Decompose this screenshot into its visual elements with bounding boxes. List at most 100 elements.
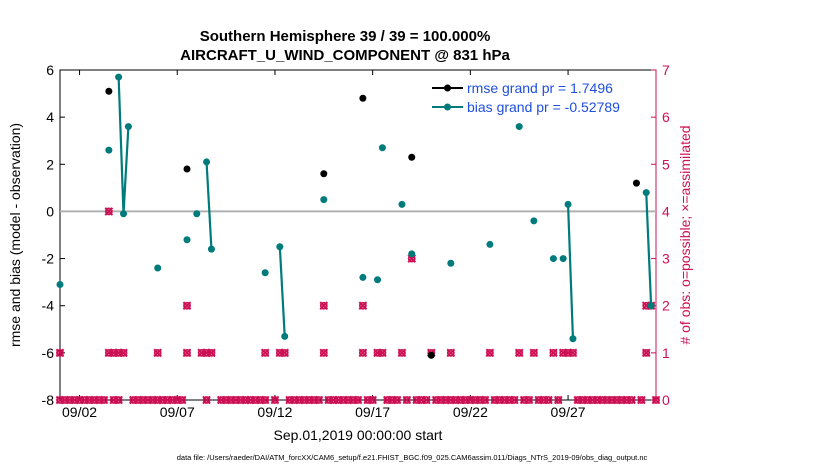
obs-possible-marker	[583, 396, 592, 404]
rmse-point	[320, 170, 328, 178]
obs-possible-marker	[490, 396, 499, 404]
obs-assimilated-marker	[319, 348, 329, 358]
bias-point	[261, 269, 269, 277]
bias-point	[378, 144, 386, 152]
obs-possible-marker	[515, 348, 524, 357]
y-axis-label-right: # of obs: o=possible; ×=assimilated	[677, 125, 693, 344]
chart-title-line2: AIRCRAFT_U_WIND_COMPONENT @ 831 hPa	[180, 47, 510, 64]
x-tick-label: 09/07	[160, 404, 195, 420]
x-tick-label: 09/12	[257, 404, 292, 420]
obs-possible-marker	[85, 396, 94, 404]
x-tick-label: 09/22	[453, 404, 488, 420]
obs-possible-marker	[158, 396, 167, 404]
y-tick-label-left: 2	[46, 156, 54, 172]
obs-possible-marker	[598, 396, 607, 404]
obs-assimilated-marker	[358, 301, 368, 311]
obs-possible-marker	[114, 396, 123, 404]
obs-possible-marker	[486, 348, 494, 357]
obs-assimilated-marker	[637, 395, 646, 405]
obs-possible-marker	[246, 396, 255, 404]
obs-assimilated-marker	[651, 395, 661, 405]
bias-point	[281, 332, 289, 340]
obs-possible-marker	[608, 396, 616, 404]
obs-possible-marker	[432, 396, 441, 404]
obs-possible-marker	[95, 396, 103, 404]
obs-assimilated-marker	[514, 348, 524, 358]
obs-possible-marker	[207, 348, 216, 357]
obs-possible-marker	[344, 396, 353, 404]
rmse-point	[183, 165, 191, 173]
obs-assimilated-marker	[99, 395, 109, 405]
y-tick-label-left: 4	[46, 109, 54, 125]
obs-possible-marker	[290, 396, 299, 404]
obs-possible-marker	[310, 396, 318, 404]
y-tick-label-right: 4	[662, 203, 670, 219]
obs-possible-marker	[222, 396, 230, 404]
bias-point	[359, 273, 367, 281]
bias-point	[564, 200, 572, 208]
obs-possible-marker	[100, 396, 108, 404]
bias-point	[559, 255, 567, 263]
obs-assimilated-marker	[368, 395, 377, 405]
obs-assimilated-marker	[397, 348, 407, 358]
obs-assimilated-marker	[270, 395, 280, 405]
obs-assimilated-marker	[319, 301, 329, 311]
obs-assimilated-marker	[524, 395, 534, 405]
obs-possible-marker	[642, 348, 651, 357]
obs-possible-marker	[588, 396, 597, 404]
obs-possible-marker	[114, 348, 123, 357]
y-tick-label-left: -8	[42, 392, 55, 408]
obs-possible-marker	[525, 396, 533, 404]
obs-possible-marker	[339, 396, 348, 404]
plot-area	[59, 69, 657, 401]
y-tick-label-left: 0	[46, 203, 54, 219]
bias-point	[183, 236, 191, 244]
obs-possible-marker	[319, 301, 328, 310]
obs-possible-marker	[129, 396, 138, 404]
data-file-footer: data file: /Users/raeder/DAI/ATM_forcXX/…	[177, 453, 648, 462]
bias-point	[447, 259, 455, 267]
bias-point	[203, 158, 211, 166]
bias-point	[207, 245, 215, 253]
obs-assimilated-marker	[641, 348, 651, 358]
legend: rmse grand pr = 1.7496 bias grand pr = -…	[432, 80, 620, 115]
y-tick-label-left: -4	[42, 298, 55, 314]
x-tick-label: 09/02	[62, 404, 97, 420]
obs-possible-marker	[305, 396, 314, 404]
obs-possible-marker	[373, 348, 382, 357]
obs-possible-marker	[178, 396, 187, 404]
obs-possible-marker	[554, 396, 563, 404]
obs-possible-marker	[217, 396, 226, 404]
bias-point	[398, 200, 406, 208]
bias-point	[642, 189, 650, 197]
x-tick-label: 09/17	[355, 404, 390, 420]
obs-possible-marker	[104, 348, 113, 357]
chart-title-line1: Southern Hemisphere 39 / 39 = 100.000%	[200, 28, 491, 45]
obs-count-series	[55, 207, 661, 405]
bias-point	[276, 243, 284, 251]
obs-possible-marker	[153, 348, 162, 357]
obs-possible-marker	[637, 396, 646, 404]
obs-possible-marker	[471, 396, 480, 404]
obs-assimilated-marker	[568, 348, 578, 358]
obs-assimilated-marker	[446, 348, 456, 358]
obs-possible-marker	[183, 348, 191, 357]
bias-point	[56, 281, 64, 288]
legend-bias-label: bias grand pr = -0.52789	[467, 99, 620, 115]
obs-possible-marker	[422, 396, 431, 404]
obs-assimilated-marker	[182, 301, 192, 311]
obs-possible-marker	[578, 396, 587, 404]
obs-possible-marker	[261, 348, 270, 357]
legend-rmse-marker	[444, 84, 451, 92]
obs-possible-marker	[446, 348, 455, 357]
obs-possible-marker	[437, 396, 445, 404]
obs-possible-marker	[412, 396, 421, 404]
bias-line-segment	[645, 192, 653, 306]
obs-possible-marker	[134, 396, 143, 404]
obs-possible-marker	[275, 348, 284, 357]
y-tick-label-right: 7	[662, 62, 670, 78]
bias-point	[549, 255, 557, 263]
y-tick-label-right: 0	[662, 392, 670, 408]
x-tick-label: 09/27	[551, 404, 586, 420]
bias-point	[515, 123, 523, 131]
